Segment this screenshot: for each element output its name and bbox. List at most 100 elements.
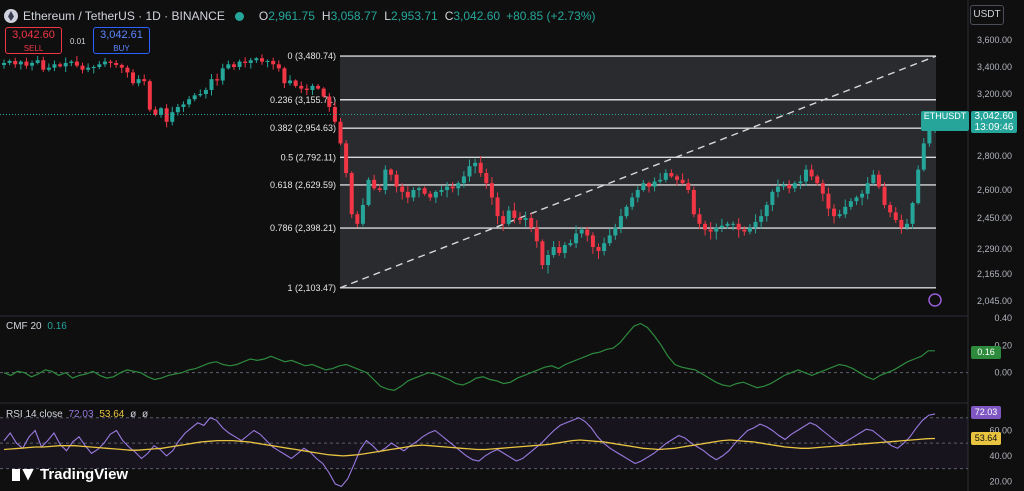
fib-level-label: 0.786 (2,398.21) xyxy=(270,223,336,233)
candle-body xyxy=(534,227,539,242)
candle-body xyxy=(237,61,242,67)
ethereum-logo-icon xyxy=(4,9,18,23)
candle-body xyxy=(400,186,405,192)
tradingview-brand[interactable]: TradingView xyxy=(12,466,128,483)
candle-body xyxy=(181,104,186,107)
market-open-icon xyxy=(234,11,244,21)
low-value: 2,953.71 xyxy=(390,9,438,23)
candle-body xyxy=(478,162,483,173)
candle-body xyxy=(41,60,46,70)
candle-body xyxy=(921,143,926,170)
candle-body xyxy=(473,162,478,167)
price-axis-tick: 2,045.00 xyxy=(977,296,1012,306)
candle-body xyxy=(832,208,837,217)
candle-body xyxy=(338,121,343,144)
currency-selector[interactable]: USDT xyxy=(970,5,1004,25)
alert-icon xyxy=(928,293,942,307)
cmf-title[interactable]: CMF 20 0.16 xyxy=(6,321,67,332)
candle-body xyxy=(377,188,382,190)
candle-body xyxy=(820,183,825,194)
candle-body xyxy=(775,186,780,192)
cmf-value-pill: 0.16 xyxy=(971,346,1001,359)
fib-level-label: 0.618 (2,629.59) xyxy=(270,180,336,190)
buy-label: BUY xyxy=(113,44,130,53)
price-axis-tick: 3,200.00 xyxy=(977,89,1012,99)
candle-body xyxy=(641,183,646,190)
candle-body xyxy=(130,72,135,84)
rsi-ma-pill: 53.64 xyxy=(971,432,1001,445)
candle-body xyxy=(231,64,236,67)
candle-body xyxy=(714,227,719,232)
rsi-value: 72.03 xyxy=(68,409,94,420)
candle-body xyxy=(80,65,85,70)
candle-body xyxy=(349,173,354,215)
candle-body xyxy=(630,197,635,207)
rsi-axis-tick: 20.00 xyxy=(989,476,1012,486)
candle-body xyxy=(602,243,607,251)
rsi-empty-value-2: ø xyxy=(142,409,149,420)
candle-body xyxy=(557,247,562,253)
candle-body xyxy=(759,216,764,222)
candle-body xyxy=(271,60,276,65)
candle-body xyxy=(882,186,887,205)
candle-body xyxy=(428,193,433,198)
candle-body xyxy=(703,223,708,230)
candle-body xyxy=(686,183,691,190)
candle-body xyxy=(680,179,685,184)
candle-body xyxy=(697,214,702,224)
rsi-value-pill: 72.03 xyxy=(971,406,1001,419)
candle-body xyxy=(91,67,96,68)
candle-body xyxy=(815,176,820,184)
candle-body xyxy=(792,183,797,189)
candle-body xyxy=(119,64,124,68)
candle-body xyxy=(58,64,63,67)
tradingview-logo-icon xyxy=(12,468,34,481)
candle-body xyxy=(46,67,51,70)
sell-button[interactable]: 3,042.60 SELL xyxy=(5,27,62,54)
candle-body xyxy=(159,108,164,115)
price-axis-tick: 2,600.00 xyxy=(977,185,1012,195)
fib-level-label: 0.5 (2,792.11) xyxy=(281,152,336,162)
candle-body xyxy=(529,218,534,228)
candle-body xyxy=(422,188,427,194)
candle-body xyxy=(74,61,79,66)
candle-body xyxy=(7,60,12,63)
close-label: C xyxy=(444,9,454,23)
candle-body xyxy=(355,214,360,224)
candle-body xyxy=(405,191,410,198)
candle-body xyxy=(108,61,113,63)
rsi-title[interactable]: RSI 14 close 72.03 53.64 ø ø xyxy=(6,409,148,420)
buy-button[interactable]: 3,042.61 BUY xyxy=(93,27,150,54)
candle-body xyxy=(153,109,158,115)
candle-body xyxy=(24,61,29,66)
candle-body xyxy=(175,107,180,113)
candle-body xyxy=(876,174,881,187)
spread-value: 0.01 xyxy=(70,37,86,46)
candle-body xyxy=(192,95,197,100)
candle-body xyxy=(764,204,769,217)
rsi-source: close xyxy=(39,409,63,420)
candle-body xyxy=(663,173,668,180)
candle-body xyxy=(321,88,326,97)
candle-body xyxy=(276,64,281,69)
change-value: +80.85 (+2.73%) xyxy=(506,9,596,23)
candle-body xyxy=(293,80,298,86)
candle-body xyxy=(282,68,287,84)
symbol-title[interactable]: Ethereum / TetherUS · 1D · BINANCE xyxy=(23,9,225,23)
candle-body xyxy=(540,241,545,265)
candle-body xyxy=(198,94,203,96)
candle-body xyxy=(226,64,231,69)
candle-body xyxy=(596,247,601,251)
high-value: 3,058.77 xyxy=(330,9,378,23)
candle-body xyxy=(147,81,152,110)
candle-body xyxy=(871,174,876,184)
candle-body xyxy=(164,108,169,122)
candle-body xyxy=(579,229,584,234)
candle-body xyxy=(927,127,932,144)
candle-body xyxy=(30,62,35,66)
candle-body xyxy=(360,204,365,224)
symbol-header: Ethereum / TetherUS · 1D · BINANCE O 2,96… xyxy=(4,6,598,26)
candle-body xyxy=(747,227,752,232)
candle-body xyxy=(708,229,713,232)
